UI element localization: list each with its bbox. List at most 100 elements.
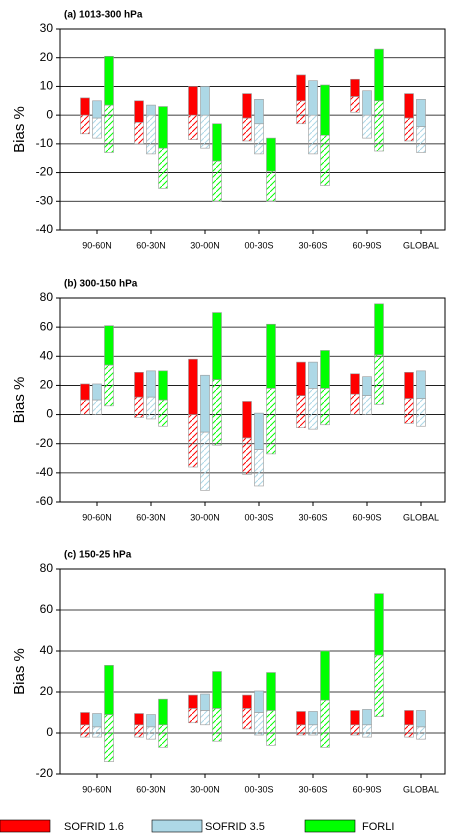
bar-lower: [188, 708, 198, 724]
legend-label: FORLI: [362, 821, 394, 833]
bar-upper: [134, 713, 144, 726]
bar-lower: [296, 100, 306, 125]
y-tick-label: 20: [40, 684, 54, 698]
y-tick-label: 20: [40, 50, 54, 64]
y-tick-label: 80: [40, 290, 54, 304]
bar-upper: [188, 358, 198, 415]
x-tick-label: 60-90S: [352, 784, 381, 794]
bar-upper: [92, 713, 102, 728]
x-tick-label: GLOBAL: [403, 240, 439, 250]
x-tick-label: 30-00N: [190, 512, 220, 522]
bar-lower: [200, 114, 210, 149]
bar-upper: [296, 711, 306, 726]
bar-lower: [134, 724, 144, 738]
x-tick-label: 90-60N: [82, 784, 112, 794]
bar-upper: [416, 710, 426, 728]
y-tick-label: -40: [36, 465, 54, 479]
bar-upper: [350, 710, 360, 726]
bar-lower: [362, 395, 372, 415]
bar-upper: [212, 123, 222, 162]
bar-upper: [254, 412, 264, 450]
bar-lower: [188, 414, 198, 468]
legend-swatch: [0, 819, 51, 833]
y-tick-label: -10: [36, 136, 54, 150]
bar-lower: [374, 654, 384, 717]
bar-lower: [404, 398, 414, 424]
x-tick-label: 00-30S: [244, 784, 273, 794]
bar-lower: [104, 364, 114, 407]
x-tick-label: 30-00N: [190, 240, 220, 250]
bar-upper: [200, 374, 210, 433]
bar-upper: [200, 86, 210, 116]
bar-lower: [158, 147, 168, 189]
y-tick-label: 20: [40, 378, 54, 392]
bar-upper: [320, 650, 330, 701]
bar-lower: [212, 708, 222, 742]
panel-title: (c) 150-25 hPa: [64, 550, 132, 561]
bar-upper: [362, 90, 372, 116]
bar-upper: [242, 93, 252, 119]
x-tick-label: 90-60N: [82, 240, 112, 250]
bar-upper: [104, 55, 114, 106]
bar-lower: [308, 114, 318, 155]
bar-lower: [92, 117, 102, 139]
bar-lower: [296, 395, 306, 428]
bar-lower: [404, 724, 414, 738]
bar-lower: [212, 160, 222, 202]
legend-label: SOFRID 1.6: [64, 821, 124, 833]
bar-upper: [374, 48, 384, 102]
bar-upper: [146, 714, 156, 728]
bar-upper: [158, 698, 168, 726]
y-tick-label: 60: [40, 319, 54, 333]
bar-upper: [254, 99, 264, 125]
bar-lower: [146, 114, 156, 155]
bar-lower: [188, 114, 198, 140]
x-tick-label: 60-30N: [136, 512, 166, 522]
y-tick-label: -20: [36, 766, 54, 780]
bar-upper: [416, 370, 426, 399]
bar-upper: [242, 694, 252, 709]
y-tick-label: -20: [36, 436, 54, 450]
bar-lower: [320, 388, 330, 426]
bar-lower: [80, 399, 90, 415]
bar-upper: [188, 86, 198, 116]
x-tick-label: 30-60S: [298, 784, 327, 794]
bar-lower: [254, 123, 264, 155]
bar-lower: [308, 724, 318, 736]
bar-lower: [416, 398, 426, 427]
bar-upper: [80, 712, 90, 726]
bar-lower: [254, 449, 264, 487]
bar-upper: [254, 690, 264, 713]
x-tick-label: 30-60S: [298, 512, 327, 522]
bar-lower: [200, 710, 210, 726]
x-tick-label: 60-90S: [352, 240, 381, 250]
y-tick-label: 10: [40, 79, 54, 93]
bar-lower: [362, 114, 372, 139]
bar-lower: [362, 724, 372, 738]
bar-lower: [242, 437, 252, 475]
bar-lower: [134, 396, 144, 418]
y-tick-label: 0: [46, 725, 53, 739]
x-tick-label: 30-60S: [298, 240, 327, 250]
bar-lower: [242, 708, 252, 730]
bar-upper: [362, 376, 372, 396]
bar-lower: [134, 122, 144, 145]
bar-upper: [320, 350, 330, 389]
y-tick-label: 60: [40, 602, 54, 616]
bar-lower: [320, 699, 330, 748]
bar-upper: [146, 370, 156, 398]
y-tick-label: -30: [36, 193, 54, 207]
bar-lower: [80, 114, 90, 135]
y-tick-label: 0: [46, 107, 53, 121]
bar-upper: [146, 104, 156, 116]
bar-lower: [350, 393, 360, 415]
bar-lower: [104, 714, 114, 762]
bar-upper: [404, 372, 414, 399]
bar-lower: [416, 726, 426, 740]
legend-label: SOFRID 3.5: [205, 821, 265, 833]
panel-title: (b) 300-150 hPa: [64, 279, 138, 290]
bar-lower: [80, 724, 90, 738]
bar-lower: [266, 388, 276, 455]
bar-upper: [374, 303, 384, 356]
y-tick-label: 0: [46, 407, 53, 421]
